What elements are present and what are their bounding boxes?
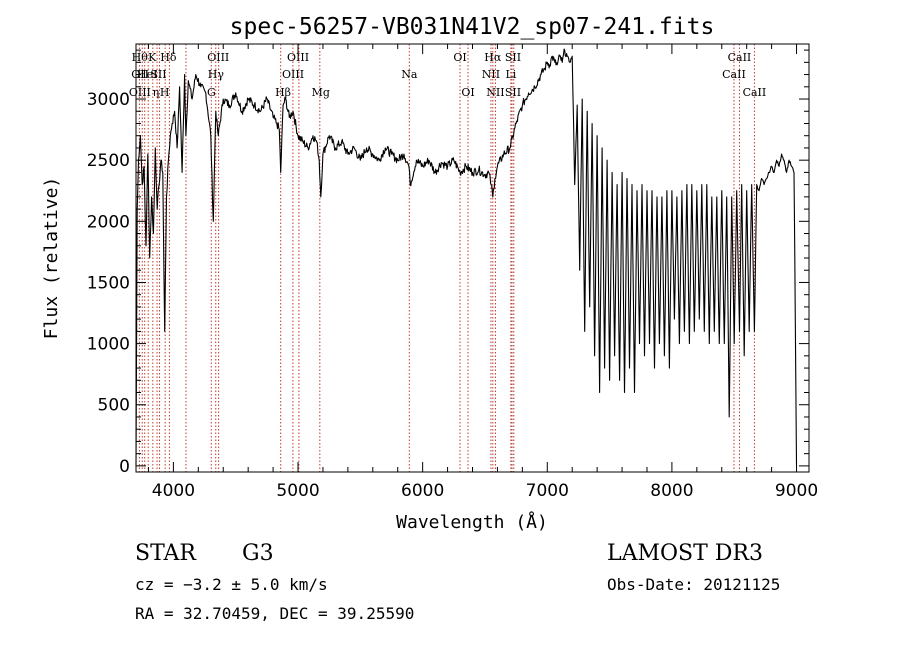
line-label: Mg (312, 86, 330, 99)
line-label: OI (453, 51, 466, 64)
y-tick-label: 0 (119, 457, 130, 477)
y-tick-label: 1000 (87, 335, 130, 355)
line-label: SII (150, 68, 166, 81)
line-label: CaII (722, 68, 746, 81)
redshift-info: cz = −3.2 ± 5.0 km/s (135, 575, 328, 594)
line-label: CaII (743, 86, 767, 99)
y-axis-label: Flux (relative) (41, 177, 62, 340)
line-label: OIII (282, 68, 304, 81)
line-label: HeI (137, 68, 157, 81)
x-tick-label: 6000 (401, 481, 444, 501)
line-label: Hδ (160, 51, 177, 64)
x-tick-label: 8000 (650, 481, 693, 501)
y-tick-label: 3000 (87, 90, 130, 110)
object-class: STAR (135, 541, 197, 566)
line-label: OIII (207, 51, 229, 64)
line-label: OIII (129, 86, 151, 99)
y-tick-label: 2000 (87, 212, 130, 232)
y-tick-label: 1500 (87, 273, 130, 293)
line-label: NII (486, 86, 504, 99)
axes-ticks: 4000 5000 6000 7000 8000 9000 0 500 1000 1500 2000… (87, 44, 818, 501)
line-label: Hγ (208, 68, 225, 81)
spectral-line-markers (138, 44, 755, 472)
line-label: OI (461, 86, 474, 99)
survey-name: LAMOST DR3 (607, 541, 763, 566)
x-tick-label: 4000 (152, 481, 195, 501)
y-tick-label: 2500 (87, 151, 130, 171)
coordinates: RA = 32.70459, DEC = 39.25590 (135, 604, 414, 623)
line-label: SII (505, 86, 521, 99)
line-label: Li (505, 68, 516, 81)
observation-date: Obs-Date: 20121125 (607, 575, 780, 594)
line-label: K (148, 51, 157, 64)
chart-title: spec-56257-VB031N41V2_sp07-241.fits (230, 14, 715, 40)
spectrum-plot (135, 48, 798, 466)
line-label: Hα (484, 51, 502, 64)
x-tick-label: 9000 (775, 481, 818, 501)
x-tick-label: 5000 (276, 481, 319, 501)
line-label: Na (401, 68, 418, 81)
line-label: Hβ (275, 86, 291, 99)
line-label: NII (482, 68, 500, 81)
line-label: G (207, 86, 216, 99)
object-subclass: G3 (242, 541, 274, 566)
line-label: OIII (287, 51, 309, 64)
line-label: H (160, 86, 170, 99)
spectrum-line (135, 48, 798, 466)
line-label: SII (505, 51, 521, 64)
line-label: η (153, 86, 160, 99)
x-tick-label: 7000 (526, 481, 569, 501)
y-tick-label: 500 (98, 396, 130, 416)
x-axis-label: Wavelength (Å) (396, 511, 548, 533)
line-label: CaII (728, 51, 752, 64)
